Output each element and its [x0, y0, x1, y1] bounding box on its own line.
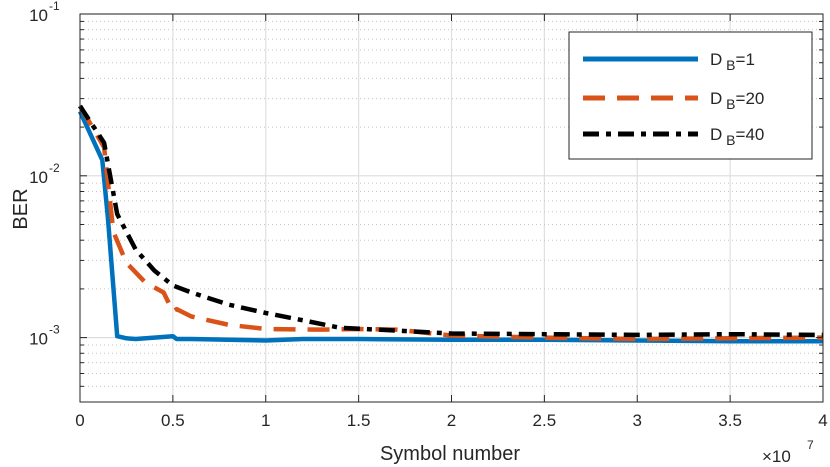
- y-tick-label-exp: -1: [49, 0, 60, 13]
- x-tick-label: 1.5: [347, 411, 371, 430]
- y-tick-label-base: 10: [29, 6, 48, 25]
- x-tick-label: 2: [447, 411, 456, 430]
- x-tick-label: 1: [261, 411, 270, 430]
- y-tick-label-exp: -3: [49, 323, 60, 337]
- y-tick-label: 10 -1: [29, 0, 60, 25]
- legend-entry-label: D B=40: [710, 125, 764, 148]
- y-tick-label-exp: -2: [49, 161, 60, 175]
- x-exponent-power: 7: [807, 438, 814, 452]
- legend: D B=1 D B=20 D B=40: [568, 31, 813, 160]
- y-tick-label-base: 10: [29, 168, 48, 187]
- series-line-db1: [77, 110, 823, 344]
- plot-lines: [77, 104, 824, 344]
- x-tick-label: 0: [75, 411, 84, 430]
- x-tick-label: 4: [818, 411, 827, 430]
- x-axis-label: Symbol number: [380, 443, 520, 465]
- y-tick-label: 10 -2: [29, 161, 60, 187]
- y-tick-labels: 10-110-210-3: [29, 0, 60, 349]
- x-tick-label: 2.5: [533, 411, 557, 430]
- y-axis-label: BER: [10, 188, 32, 229]
- y-tick-label-base: 10: [29, 330, 48, 349]
- x-exponent-base: ×10: [762, 447, 791, 466]
- x-tick-label: 3: [633, 411, 642, 430]
- x-exponent: ×10 7: [762, 438, 814, 466]
- series-line-db40: [78, 104, 824, 338]
- ticks: [79, 13, 824, 403]
- x-tick-labels: 0 0.5 1 1.5 2 2.5 3 3.5 4: [75, 411, 827, 430]
- x-tick-label: 0.5: [161, 411, 185, 430]
- y-tick-label: 10 -3: [29, 323, 60, 349]
- x-tick-label: 3.5: [718, 411, 742, 430]
- legend-entry-label: D B=1: [710, 50, 755, 73]
- legend-entry-label: D B=20: [710, 89, 764, 112]
